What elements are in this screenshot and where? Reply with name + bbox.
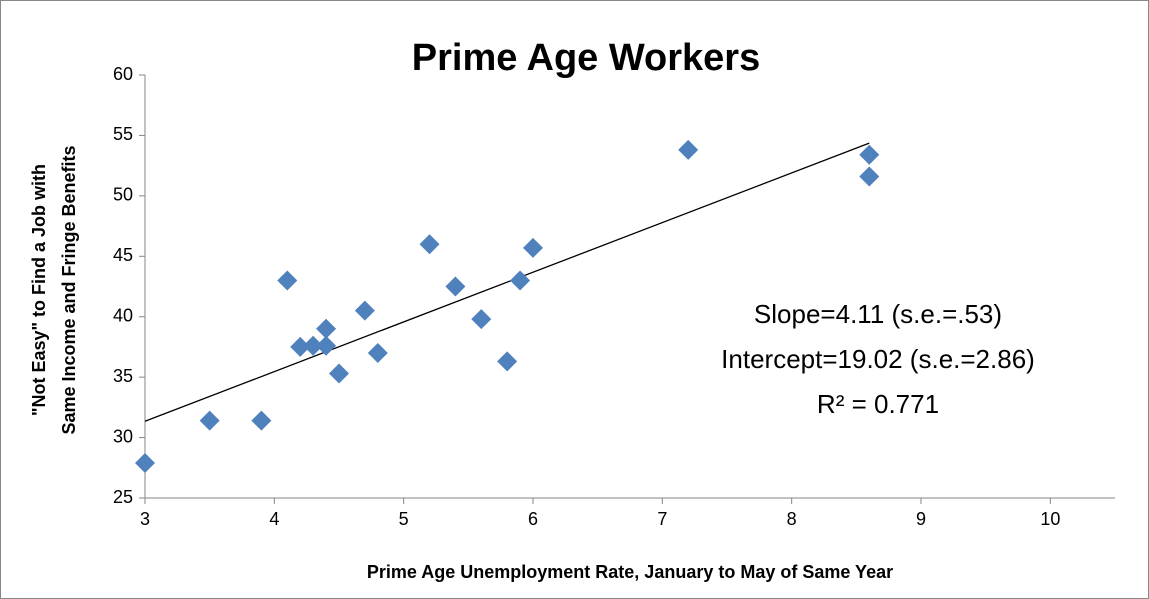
x-tick-label: 4 <box>269 509 279 529</box>
y-axis-title-line: Same Income and Fringe Benefits <box>59 145 79 434</box>
point <box>445 276 466 297</box>
x-tick-label: 6 <box>528 509 538 529</box>
point <box>678 139 699 160</box>
point <box>354 300 375 321</box>
x-tick-label: 8 <box>787 509 797 529</box>
point <box>497 351 518 372</box>
point <box>303 335 324 356</box>
point <box>329 363 349 384</box>
y-tick-label: 50 <box>113 185 133 205</box>
y-axis-title: "Not Easy" to Find a Job with Same Incom… <box>29 145 79 434</box>
y-tick-label: 55 <box>113 124 133 144</box>
trend-line <box>144 142 870 422</box>
point <box>316 318 337 339</box>
point <box>859 166 880 187</box>
point <box>316 335 337 356</box>
x-tick-label: 10 <box>1040 509 1060 529</box>
annotation: Slope=4.11 (s.e.=.53) <box>754 299 1002 329</box>
y-tick-label: 25 <box>113 487 133 507</box>
point <box>135 452 155 473</box>
point <box>471 309 492 330</box>
point <box>199 410 220 431</box>
annotation: R² = 0.771 <box>817 389 939 419</box>
point <box>523 237 543 258</box>
point <box>277 270 298 291</box>
x-axis-title: Prime Age Unemployment Rate, January to … <box>367 562 893 582</box>
chart-title: Prime Age Workers <box>412 37 760 79</box>
point <box>290 336 311 357</box>
point <box>367 342 388 363</box>
point <box>859 144 880 165</box>
y-tick-label: 35 <box>113 366 133 386</box>
y-tick-label: 60 <box>113 64 133 84</box>
annotation: Intercept=19.02 (s.e.=2.86) <box>721 344 1035 374</box>
y-tick-label: 40 <box>113 305 133 325</box>
x-tick-label: 7 <box>657 509 667 529</box>
y-axis-title-line: "Not Easy" to Find a Job with <box>29 164 49 416</box>
point <box>510 270 531 291</box>
y-tick-label: 45 <box>113 245 133 265</box>
point <box>251 410 272 431</box>
y-tick-label: 30 <box>113 426 133 446</box>
x-tick-label: 5 <box>399 509 409 529</box>
point <box>419 234 440 255</box>
x-tick-label: 9 <box>916 509 926 529</box>
x-tick-label: 3 <box>140 509 150 529</box>
